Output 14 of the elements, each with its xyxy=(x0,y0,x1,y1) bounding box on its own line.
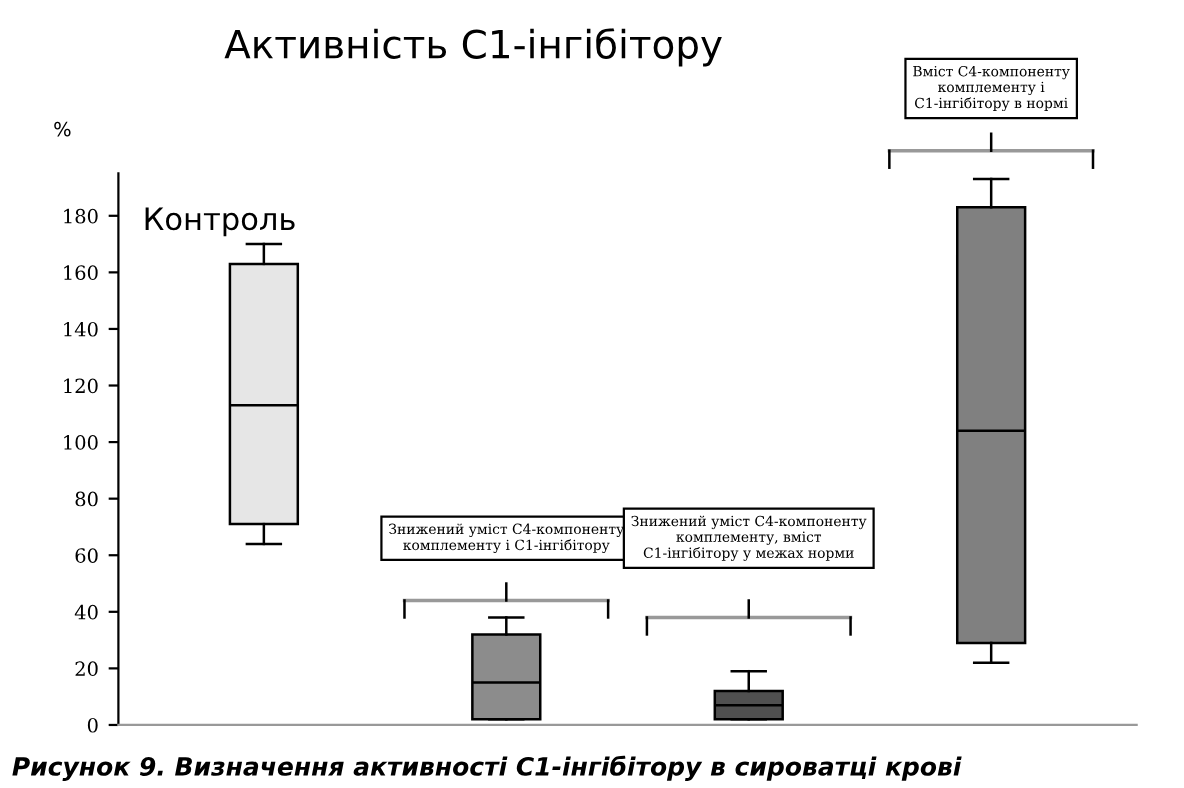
y-tick-label: 120 xyxy=(64,378,98,394)
y-tick-label: 20 xyxy=(75,661,98,677)
y-tick-label: 180 xyxy=(64,208,98,224)
y-axis-title: % xyxy=(54,121,71,137)
y-tick-label: 100 xyxy=(64,435,98,450)
text: Рисунок 9. Визначення активності С1-інгібітору в сироватці крові xyxy=(12,755,962,781)
y-tick-label: 0 xyxy=(87,717,98,733)
y-tick-label: 160 xyxy=(64,265,98,281)
y-tick-label: 140 xyxy=(64,321,98,337)
annotation: Контроль xyxy=(145,207,295,237)
chart-title: Активність С1-інгібітору xyxy=(224,28,722,67)
y-tick-label: 80 xyxy=(75,491,98,507)
y-tick-label: 60 xyxy=(75,548,98,563)
y-tick-label: 40 xyxy=(74,604,98,620)
